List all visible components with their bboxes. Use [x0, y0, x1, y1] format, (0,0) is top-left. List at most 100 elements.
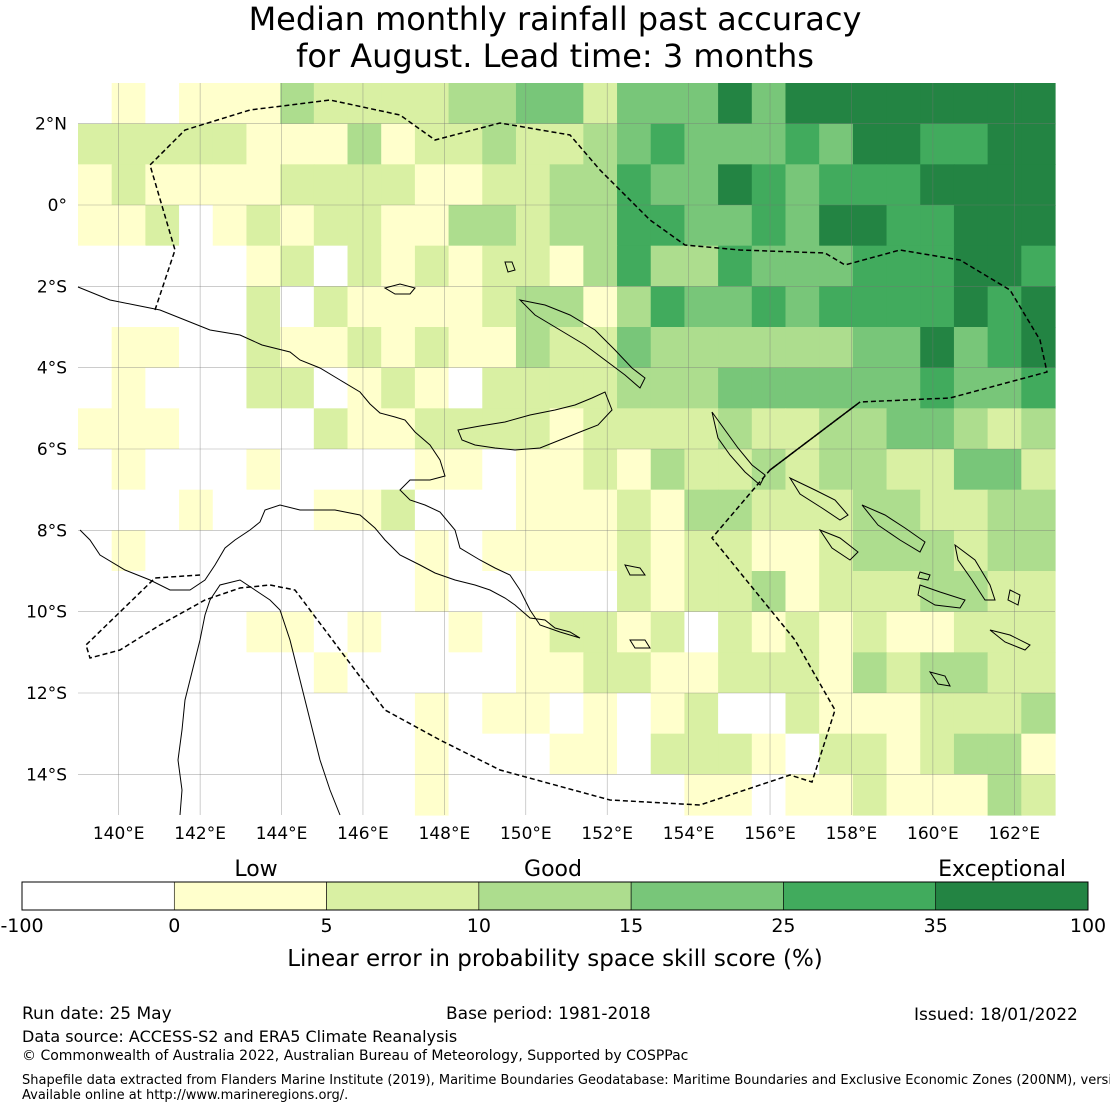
skill-cell [583, 693, 618, 735]
skill-cell [313, 693, 349, 735]
new-ireland-coast [518, 299, 646, 389]
colorbar-label: Linear error in probability space skill … [287, 946, 823, 972]
skill-cell [718, 449, 753, 491]
skill-cell [212, 408, 248, 450]
skill-cell [852, 652, 888, 694]
skill-cell [145, 733, 180, 775]
skill-cell [953, 611, 989, 653]
data-source: Data source: ACCESS-S2 and ERA5 Climate … [22, 1027, 458, 1046]
skill-cell [280, 408, 315, 450]
skill-cell [78, 123, 113, 165]
colorbar: -100 0 5 10 15 25 35 100 Low Good Exceptional Linea… [0, 857, 1106, 972]
skill-cell [819, 327, 854, 369]
skill-cell [684, 245, 719, 287]
lat-tick-label: 12°S [26, 684, 67, 704]
skill-cell [751, 286, 787, 328]
skill-cell [313, 327, 349, 369]
skill-cell [819, 164, 854, 206]
skill-cell [819, 652, 854, 694]
skill-cell [718, 652, 753, 694]
skill-cell [684, 449, 719, 491]
skill-cell [886, 489, 921, 531]
skill-cell [515, 611, 551, 653]
skill-cell [78, 327, 113, 369]
skill-cell [785, 205, 820, 247]
skill-cell [920, 408, 955, 450]
skill-cell [549, 245, 584, 287]
skill-cell [1021, 205, 1056, 247]
skill-cell [515, 733, 551, 775]
colorbar-tick-label: 100 [1070, 915, 1106, 937]
skill-cell [179, 205, 214, 247]
skill-cell [145, 286, 180, 328]
skill-cell [212, 611, 248, 653]
skill-cell [920, 652, 955, 694]
eez-boundaries [85, 99, 1048, 806]
skill-cell [718, 245, 753, 287]
skill-cell [852, 408, 888, 450]
skill-cell [145, 611, 180, 653]
skill-cell [920, 733, 955, 775]
skill-cell [920, 489, 955, 531]
skill-cell [1021, 123, 1056, 165]
skill-cell [549, 774, 584, 816]
skill-cell [650, 530, 686, 572]
skill-cell [111, 123, 146, 165]
skill-cell [886, 733, 921, 775]
skill-cell [381, 611, 416, 653]
skill-cell [684, 367, 719, 409]
skill-cell [482, 408, 517, 450]
skill-cell [111, 286, 146, 328]
skill-cell [1021, 693, 1056, 735]
skill-cell [246, 245, 281, 287]
skill-cell [819, 245, 854, 287]
skill-cell [145, 408, 180, 450]
skill-cell [650, 611, 686, 653]
skill-cell [650, 693, 686, 735]
skill-cell [482, 571, 517, 613]
skill-cell [650, 245, 686, 287]
skill-cell [448, 489, 483, 531]
colorbar-category-label: Low [234, 857, 277, 882]
skill-cell [246, 327, 281, 369]
lon-tick-label: 140°E [93, 824, 145, 844]
skill-cell [179, 286, 214, 328]
skill-cell [414, 652, 450, 694]
skill-cell [953, 489, 989, 531]
lon-tick-label: 152°E [581, 824, 633, 844]
skill-cell [617, 408, 652, 450]
skill-cell [886, 205, 921, 247]
skill-cell [751, 245, 787, 287]
skill-cell [482, 367, 517, 409]
skill-cell [684, 774, 719, 816]
skill-cell [212, 327, 248, 369]
skill-cell [111, 245, 146, 287]
skill-cell [549, 408, 584, 450]
skill-cell [448, 83, 483, 125]
skill-cell [246, 611, 281, 653]
skill-cell [617, 693, 652, 735]
skill-cell [448, 449, 483, 491]
skill-cell [313, 571, 349, 613]
skill-cell [482, 83, 517, 125]
skill-cell [953, 123, 989, 165]
skill-cell [886, 164, 921, 206]
skill-cell [684, 611, 719, 653]
skill-cell [852, 611, 888, 653]
skill-cell [448, 652, 483, 694]
skill-cell [549, 367, 584, 409]
skill-cell [515, 571, 551, 613]
skill-cell [953, 83, 989, 125]
skill-cell [886, 327, 921, 369]
skill-cell [650, 164, 686, 206]
solomon-coast-2 [861, 504, 926, 553]
skill-cell [78, 693, 113, 735]
skill-cell [987, 83, 1022, 125]
skill-cell [852, 327, 888, 369]
skill-cell [751, 489, 787, 531]
skill-cell [549, 693, 584, 735]
skill-cell [852, 205, 888, 247]
skill-cell [819, 449, 854, 491]
colorbar-category-label: Good [524, 857, 582, 882]
map-gridlines [78, 83, 1055, 815]
